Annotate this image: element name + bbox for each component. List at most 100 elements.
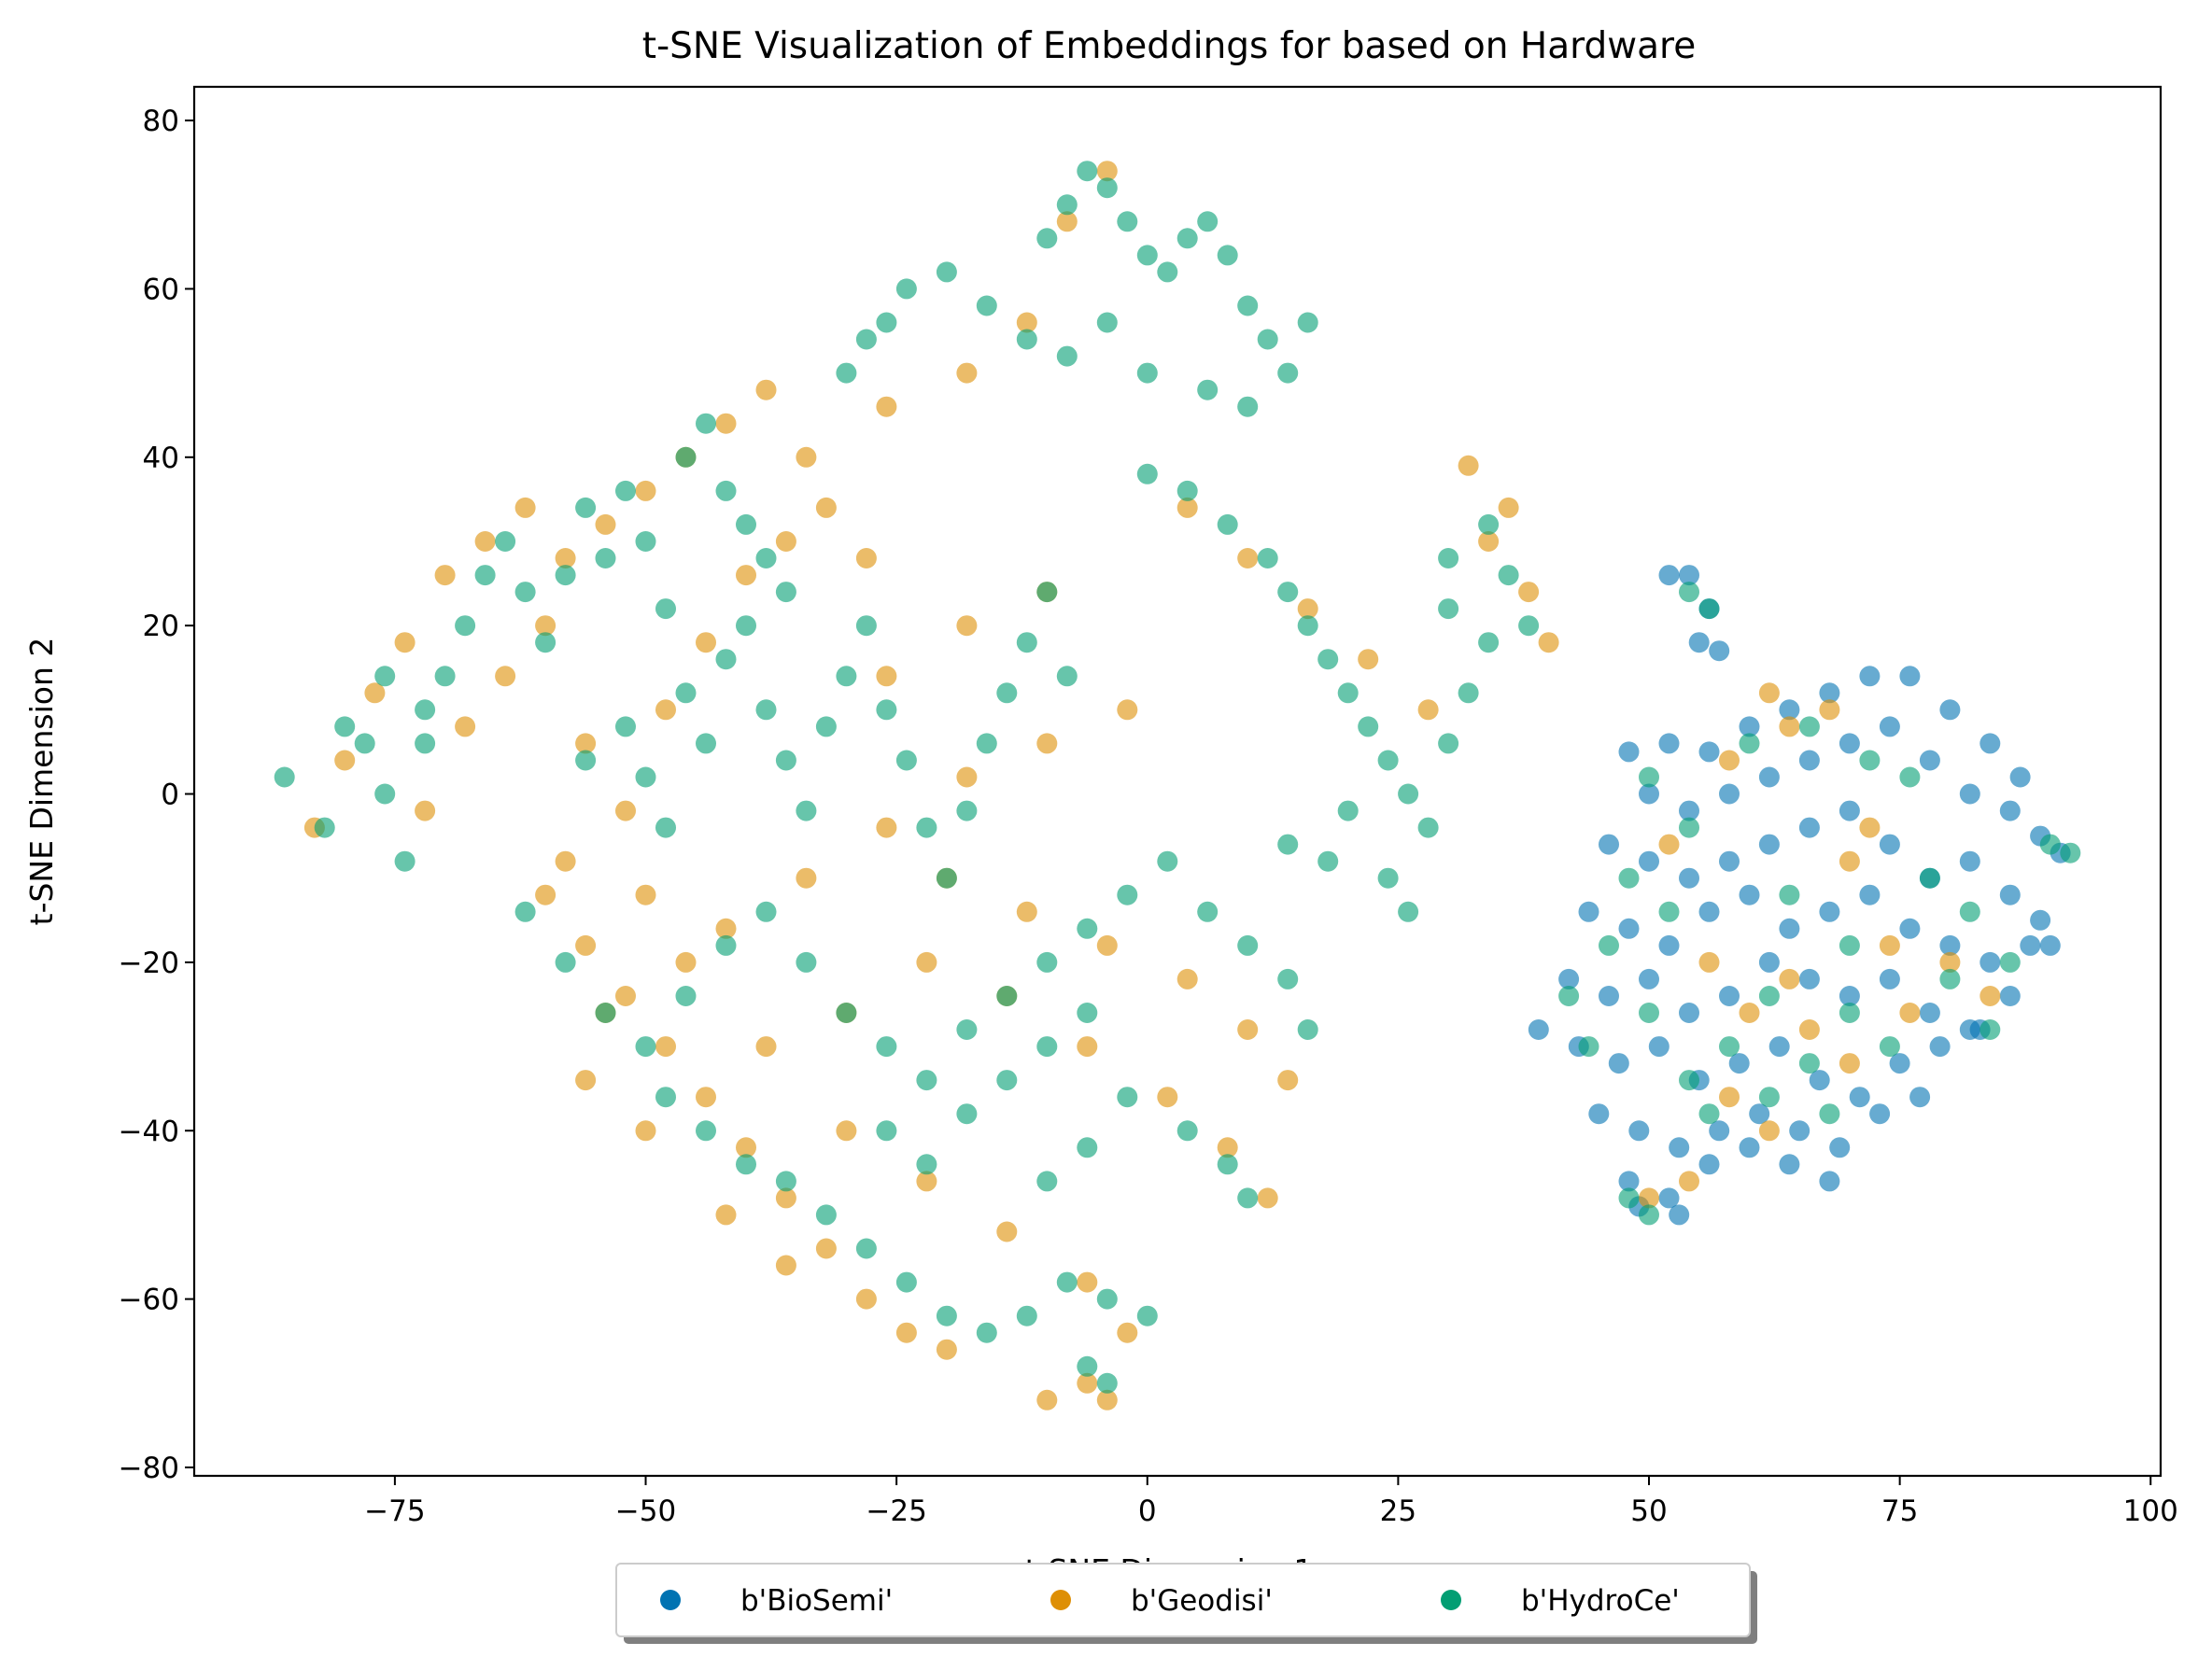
scatter-point xyxy=(1658,934,1680,956)
scatter-point xyxy=(1639,1187,1659,1209)
scatter-point xyxy=(855,615,877,637)
x-tick-label: 50 xyxy=(1630,1495,1667,1528)
points-layer xyxy=(274,161,2081,1410)
scatter-point xyxy=(775,1171,796,1192)
scatter-point xyxy=(394,850,416,872)
legend-label: b'HydroCe' xyxy=(1521,1584,1680,1618)
scatter-point xyxy=(555,850,576,872)
scatter-point xyxy=(1558,986,1580,1006)
scatter-point xyxy=(1889,1053,1910,1074)
scatter-point xyxy=(1217,513,1238,535)
scatter-point xyxy=(976,295,997,316)
scatter-point xyxy=(996,1221,1018,1242)
scatter-point xyxy=(334,716,356,737)
scatter-point xyxy=(1739,1137,1760,1158)
scatter-point xyxy=(996,986,1018,1006)
chart-title: t-SNE Visualization of Embeddings for ba… xyxy=(642,25,1696,67)
scatter-point xyxy=(1036,1036,1058,1058)
scatter-point xyxy=(855,1288,877,1310)
scatter-point xyxy=(796,951,817,973)
scatter-point xyxy=(1518,582,1540,603)
scatter-point xyxy=(595,513,616,535)
scatter-point xyxy=(1959,901,1980,922)
y-tick-label: 60 xyxy=(143,273,179,306)
x-tick-label: −25 xyxy=(866,1495,926,1528)
scatter-point xyxy=(1056,1271,1078,1293)
scatter-point xyxy=(696,413,716,434)
scatter-point xyxy=(1869,1103,1891,1125)
scatter-point xyxy=(916,817,937,838)
scatter-point xyxy=(1077,1372,1098,1394)
scatter-point xyxy=(1157,1087,1178,1108)
scatter-point xyxy=(715,918,737,939)
scatter-point xyxy=(956,1103,978,1125)
scatter-point xyxy=(876,666,897,687)
scatter-point xyxy=(455,716,476,737)
scatter-point xyxy=(1277,1070,1299,1091)
scatter-point xyxy=(1608,1053,1629,1074)
y-axis: −80 −60 −40 −20 0 20 40 60 80 xyxy=(119,105,194,1485)
scatter-point xyxy=(1698,598,1720,620)
scatter-point xyxy=(374,666,396,687)
scatter-point xyxy=(1739,1003,1760,1023)
scatter-point xyxy=(1237,934,1259,956)
scatter-point xyxy=(1417,699,1439,721)
scatter-point xyxy=(956,800,978,821)
scatter-point xyxy=(1237,548,1259,568)
scatter-point xyxy=(876,396,897,417)
scatter-point xyxy=(575,750,597,771)
scatter-point xyxy=(1358,649,1379,670)
scatter-point xyxy=(655,699,676,721)
scatter-point xyxy=(2020,934,2041,956)
scatter-point xyxy=(815,1204,837,1226)
scatter-point xyxy=(1779,1154,1800,1175)
scatter-point xyxy=(1859,884,1881,905)
scatter-point xyxy=(1257,548,1278,568)
x-tick-label: 0 xyxy=(1138,1495,1157,1528)
scatter-point xyxy=(1939,951,1961,973)
scatter-point xyxy=(1999,951,2021,973)
scatter-point xyxy=(895,1322,917,1343)
scatter-point xyxy=(1980,1019,2001,1040)
scatter-point xyxy=(1698,1154,1720,1175)
scatter-point xyxy=(815,716,837,737)
scatter-point xyxy=(916,951,937,973)
scatter-point xyxy=(1698,1103,1720,1125)
scatter-point xyxy=(1999,986,2021,1006)
scatter-point xyxy=(1176,497,1198,518)
scatter-point xyxy=(615,800,636,821)
scatter-point xyxy=(1558,968,1580,989)
scatter-point xyxy=(1819,901,1840,922)
scatter-point xyxy=(595,1003,616,1023)
scatter-point xyxy=(895,278,917,300)
scatter-point xyxy=(535,884,557,905)
scatter-point xyxy=(1859,817,1881,838)
scatter-point xyxy=(1096,177,1118,199)
scatter-point xyxy=(1377,750,1399,771)
scatter-point xyxy=(696,1120,716,1142)
scatter-point xyxy=(1297,1019,1318,1040)
scatter-point xyxy=(876,699,897,721)
scatter-point xyxy=(1417,817,1439,838)
scatter-point xyxy=(1036,1389,1058,1410)
scatter-point xyxy=(1136,1305,1158,1326)
scatter-point xyxy=(1669,1137,1690,1158)
scatter-point xyxy=(876,1120,897,1142)
scatter-point xyxy=(976,1322,997,1343)
scatter-point xyxy=(775,750,796,771)
scatter-point xyxy=(1117,699,1138,721)
scatter-point xyxy=(1528,1019,1549,1040)
scatter-point xyxy=(514,901,536,922)
scatter-point xyxy=(1679,565,1699,586)
scatter-point xyxy=(1939,968,1961,989)
scatter-point xyxy=(1277,362,1299,384)
legend: b'BioSemi' b'Geodisi' b'HydroCe' xyxy=(615,1563,1757,1644)
scatter-point xyxy=(1036,1171,1058,1192)
scatter-point xyxy=(655,598,676,620)
scatter-point xyxy=(1758,1087,1780,1108)
scatter-point xyxy=(1839,1003,1860,1023)
scatter-point xyxy=(1999,884,2021,905)
x-tick-label: 75 xyxy=(1881,1495,1918,1528)
scatter-point xyxy=(1919,750,1940,771)
scatter-point xyxy=(655,1036,676,1058)
